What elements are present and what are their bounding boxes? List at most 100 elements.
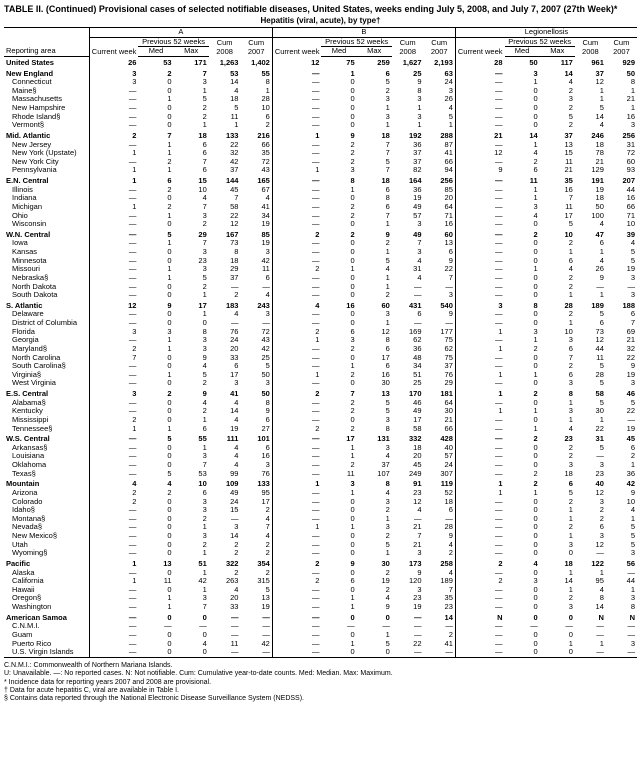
- col-cum07-b: Cum2007: [424, 37, 456, 56]
- cell: 1: [209, 121, 241, 130]
- cell: 0: [138, 549, 173, 558]
- cell: 53: [174, 470, 209, 479]
- cell: 2: [540, 121, 575, 130]
- row-label: Wyoming§: [4, 549, 89, 558]
- col-cum08-c: Cum2008: [575, 37, 606, 56]
- row-label: Vermont§: [4, 121, 89, 130]
- table-subtitle: Hepatitis (viral, acute), by type†: [4, 16, 637, 25]
- cell: 6: [174, 166, 209, 175]
- cell: —: [240, 648, 272, 657]
- cell: —: [272, 470, 321, 479]
- table-row: Iowa—177319—02713—0264: [4, 239, 637, 248]
- cell: 0: [357, 648, 392, 657]
- table-row: South Carolina§—0465—163437—0259: [4, 362, 637, 371]
- group-c: Legionellosis: [455, 28, 637, 38]
- cell: 129: [575, 166, 606, 175]
- cell: —: [455, 220, 504, 229]
- cell: 259: [357, 56, 392, 67]
- cell: —: [272, 515, 321, 524]
- cell: 1,402: [240, 56, 272, 67]
- cell: 0: [321, 379, 356, 388]
- cell: —: [89, 291, 138, 300]
- cell: 3: [321, 166, 356, 175]
- cell: —: [89, 336, 138, 345]
- table-row: Maine§—0141—0283—0211: [4, 87, 637, 96]
- cell: 56: [606, 558, 637, 569]
- table-row: Pacific113513223542930173258241812256: [4, 558, 637, 569]
- table-row: South Dakota—0124—02—3—0113: [4, 291, 637, 300]
- table-row: Indiana—0474—081920—171816: [4, 194, 637, 203]
- table-row: U.S. Virgin Islands—00———00———00——: [4, 648, 637, 657]
- cell: 0: [321, 220, 356, 229]
- table-row: Minnesota—0231842—0549—0645: [4, 257, 637, 266]
- cell: 1: [357, 220, 392, 229]
- cell: 133: [209, 130, 241, 141]
- cell: 0: [505, 121, 540, 130]
- table-row: E.S. Central329415027131701811285846: [4, 388, 637, 399]
- cell: 43: [240, 166, 272, 175]
- cell: 2: [321, 425, 356, 434]
- cell: 0: [138, 648, 173, 657]
- cell: 18: [357, 130, 392, 141]
- cell: 1: [455, 478, 504, 489]
- table-row: New Hampshire—02510—0114—0251: [4, 104, 637, 113]
- col-max-a: Max: [174, 47, 209, 57]
- cell: 258: [424, 558, 456, 569]
- cell: 1: [540, 291, 575, 300]
- cell: 14: [575, 603, 606, 612]
- table-row: Kentucky—02149—2549301133022: [4, 407, 637, 416]
- cell: —: [424, 648, 456, 657]
- cell: —: [455, 336, 504, 345]
- cell: 256: [606, 130, 637, 141]
- cell: 9: [357, 603, 392, 612]
- cell: 2: [272, 558, 321, 569]
- cell: 3: [606, 379, 637, 388]
- cell: —: [455, 379, 504, 388]
- row-label: Wisconsin: [4, 220, 89, 229]
- cell: —: [575, 648, 606, 657]
- cell: 249: [392, 470, 424, 479]
- table-row: Guam—00———01—2—00——: [4, 631, 637, 640]
- footnotes: C.N.M.I.: Commonwealth of Northern Maria…: [4, 662, 637, 704]
- table-row: New England3275355—162563—3143750: [4, 68, 637, 79]
- cell: 307: [424, 470, 456, 479]
- cell: 1: [357, 121, 392, 130]
- table-row: New York City—274272—253766—2112160: [4, 158, 637, 167]
- cell: 6: [174, 425, 209, 434]
- cell: 0: [505, 379, 540, 388]
- cell: —: [455, 291, 504, 300]
- cell: —: [272, 549, 321, 558]
- cell: —: [89, 603, 138, 612]
- cell: 0: [138, 379, 173, 388]
- cell: 30: [357, 379, 392, 388]
- col-cum08-a: Cum2008: [209, 37, 241, 56]
- cell: 288: [424, 130, 456, 141]
- row-label: South Dakota: [4, 291, 89, 300]
- cell: 99: [209, 470, 241, 479]
- table-row: S. Atlantic12917183243416604315403828189…: [4, 300, 637, 311]
- table-row: Arkansas§—0146—131840—0256: [4, 444, 637, 453]
- cell: 2: [209, 549, 241, 558]
- cell: 3: [540, 603, 575, 612]
- row-label: United States: [4, 56, 89, 67]
- cell: 1: [272, 130, 321, 141]
- cell: 33: [209, 603, 241, 612]
- table-row: Idaho§—03152—0246—0124: [4, 506, 637, 515]
- table-row: Alabama§—0448—254664—0155: [4, 399, 637, 408]
- cell: 3: [606, 121, 637, 130]
- col-med-a: Med: [138, 47, 173, 57]
- cell: 246: [575, 130, 606, 141]
- table-row: Ohio—132234—275771—41710071: [4, 212, 637, 221]
- row-label: Mid. Atlantic: [4, 130, 89, 141]
- cell: 8: [357, 425, 392, 434]
- table-row: Illinois—2104567—163685—1161944: [4, 186, 637, 195]
- table-row: American Samoa—00———00—14N00NN: [4, 612, 637, 623]
- cell: —: [89, 470, 138, 479]
- table-row: Oklahoma—0743—2374524—0331: [4, 461, 637, 470]
- cell: 1: [89, 166, 138, 175]
- table-row: Florida3387672261216917713107369: [4, 328, 637, 337]
- cell: 36: [606, 470, 637, 479]
- table-row: Montana§—02—4—01———0121: [4, 515, 637, 524]
- table-row: Washington—173319—191923—03148: [4, 603, 637, 612]
- cell: 929: [606, 56, 637, 67]
